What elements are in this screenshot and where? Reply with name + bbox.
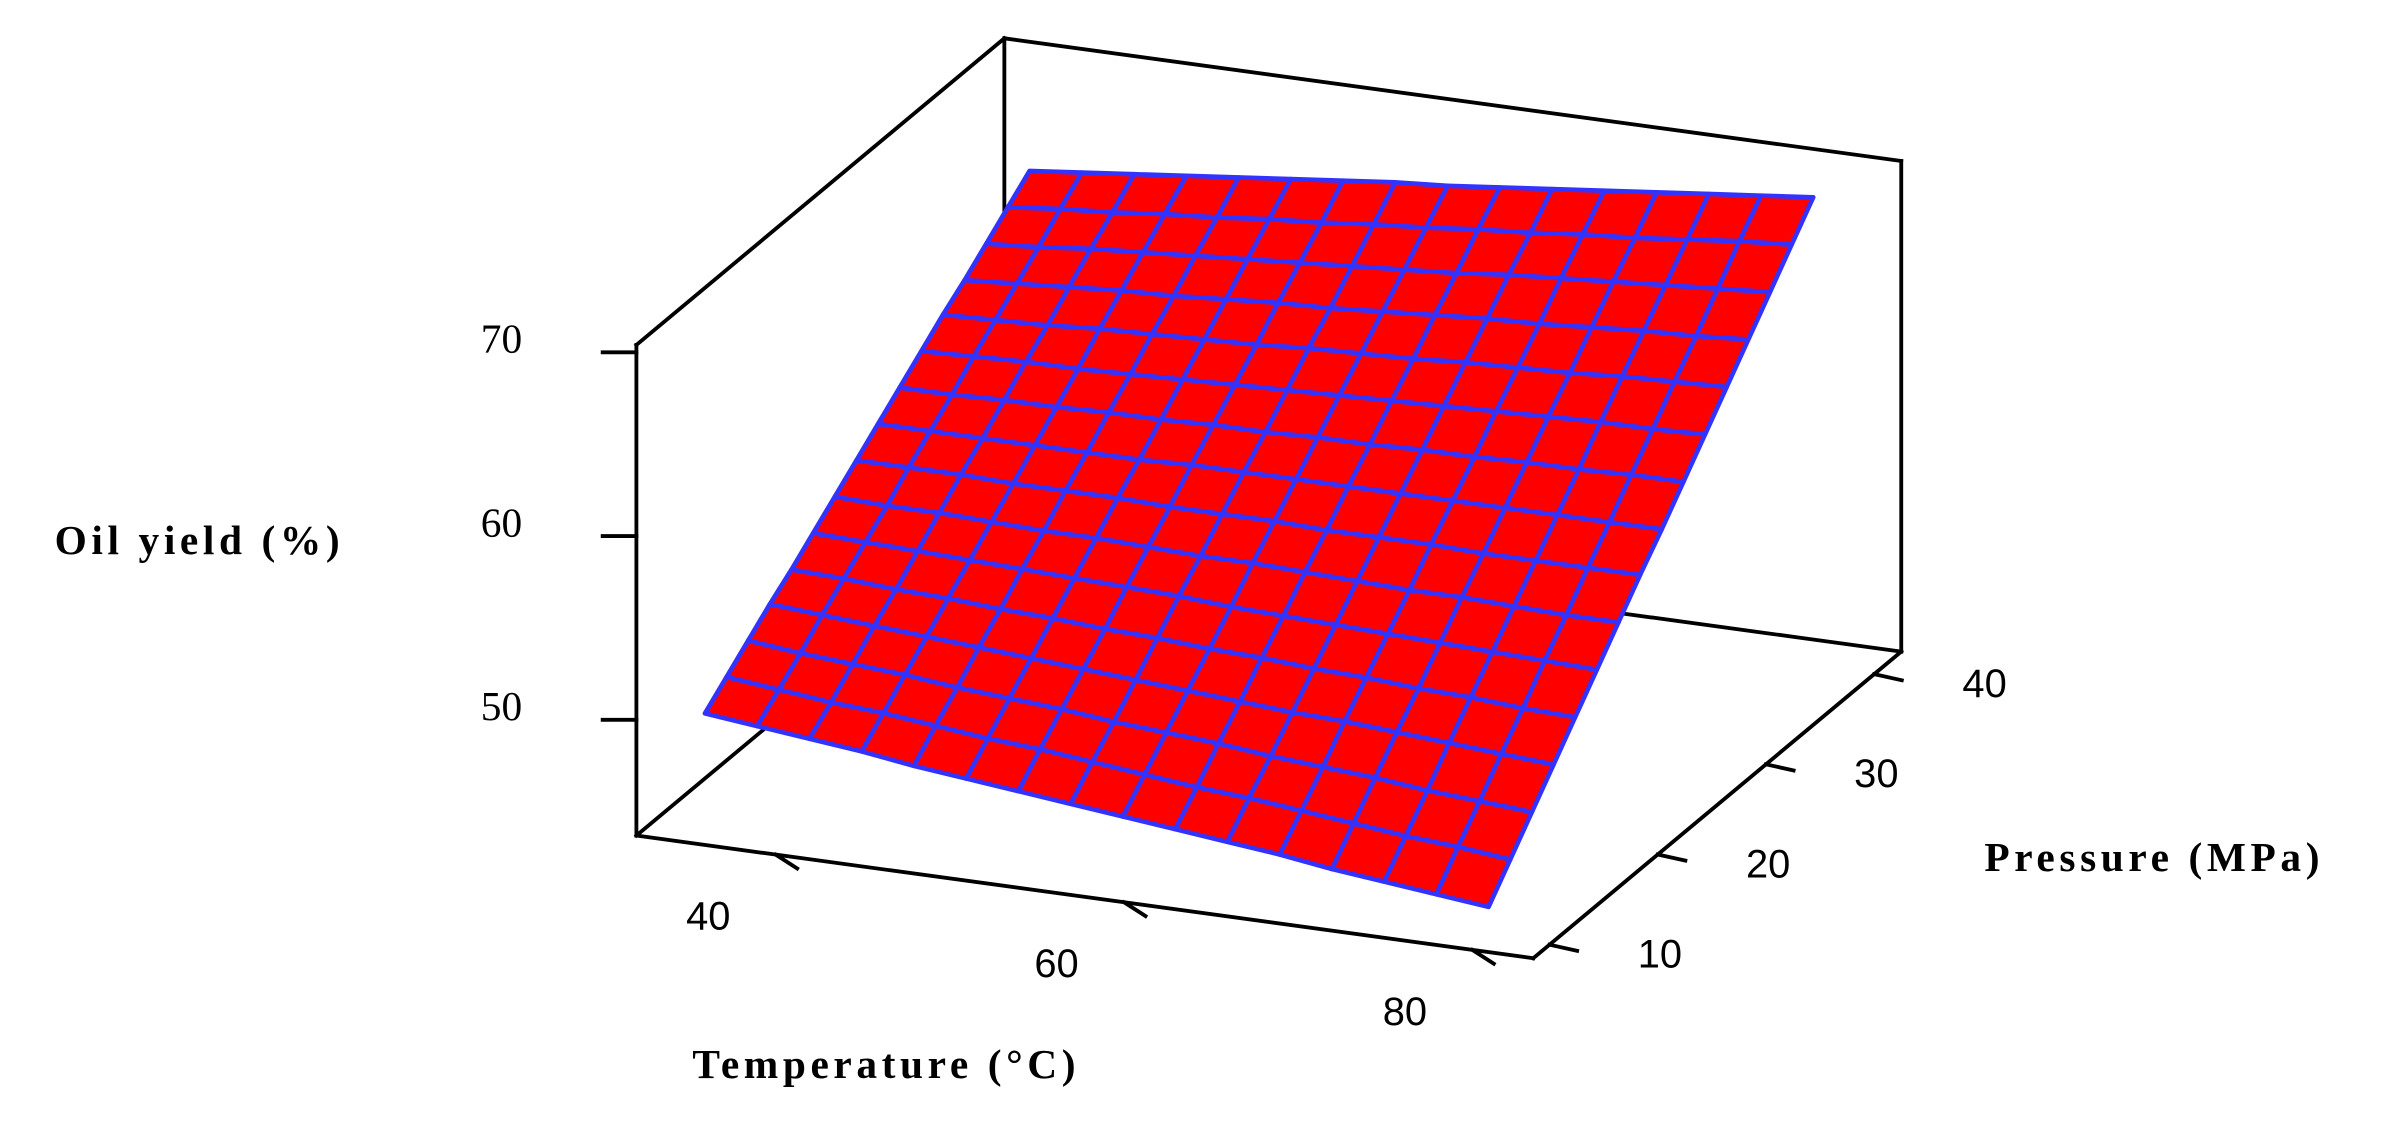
y-tick (1547, 942, 1580, 954)
x-tick-label: 40 (686, 895, 730, 939)
box-edge (1002, 36, 1904, 164)
y-tick (1763, 762, 1796, 773)
axes: 50 60 70 40 60 80 10 20 30 40 (481, 316, 2007, 1034)
z-tick-label: 70 (481, 316, 522, 362)
box-edge (634, 833, 1536, 961)
y-tick-label: 10 (1638, 932, 1682, 976)
surface-cell (1434, 844, 1513, 910)
z-tick-label: 50 (481, 683, 522, 729)
z-tick-label: 60 (481, 499, 522, 545)
x-tick-label: 60 (1034, 942, 1078, 986)
y-tick-label: 40 (1962, 662, 2006, 706)
z-axis-title: Oil yield (%) (55, 517, 345, 564)
box-edge (633, 35, 1008, 348)
surface (702, 168, 1816, 910)
x-axis-title: Temperature (°C) (692, 1041, 1080, 1088)
y-tick-label: 20 (1746, 842, 1790, 886)
x-tick (773, 851, 800, 872)
y-tick (1655, 852, 1688, 863)
y-tick-label: 30 (1854, 752, 1898, 796)
box-edge (1530, 648, 1904, 961)
y-tick (1871, 671, 1905, 683)
x-tick (1121, 899, 1149, 919)
x-tick (1469, 947, 1497, 967)
x-tick-label: 80 (1383, 990, 1427, 1034)
y-axis-title: Pressure (MPa) (1984, 834, 2324, 881)
